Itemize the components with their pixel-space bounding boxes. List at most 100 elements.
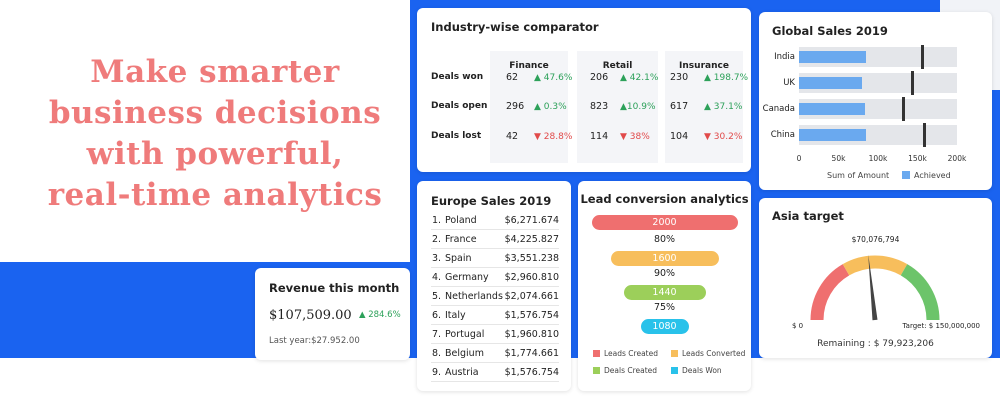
remaining-text: Remaining : $ 79,923,206 bbox=[817, 339, 934, 349]
list-item: 7. Portugal $1,960.810 bbox=[431, 325, 559, 344]
column-background bbox=[577, 51, 658, 163]
legend-label: Deals Created bbox=[604, 366, 658, 375]
row-label: Deals open bbox=[431, 101, 488, 111]
asia-target-card: Asia target $70,076,794 $ 0 Target: $ 15… bbox=[759, 198, 992, 358]
legend-item: Deals Created bbox=[593, 366, 657, 375]
metric-change: ▲ 0.3% bbox=[534, 102, 567, 112]
europe-sales-card: Europe Sales 2019 1. Poland $6,271.674 2. Fr… bbox=[417, 181, 571, 391]
rank: 1. bbox=[432, 215, 442, 226]
list-item: 4. Germany $2,960.810 bbox=[431, 268, 559, 287]
card-title: Europe Sales 2019 bbox=[431, 194, 552, 208]
country-name: Austria bbox=[445, 367, 479, 378]
column-header-finance: Finance bbox=[509, 61, 549, 71]
metric-value: 230 bbox=[670, 72, 689, 83]
metric-change: ▲ 42.1% bbox=[620, 73, 659, 83]
metric-change: ▼ 30.2% bbox=[704, 132, 743, 142]
x-tick-label: 100k bbox=[868, 154, 888, 163]
legend-item: Deals Won bbox=[671, 366, 722, 375]
bar-target-marker bbox=[923, 123, 926, 147]
legend-swatch bbox=[593, 367, 600, 374]
revenue-amount: $107,509.00 bbox=[269, 308, 352, 323]
country-name: France bbox=[445, 234, 477, 245]
gauge-chart bbox=[810, 254, 940, 321]
country-name: Portugal bbox=[445, 329, 485, 340]
legend-swatch bbox=[671, 367, 678, 374]
rank: 7. bbox=[432, 329, 442, 340]
conversion-rate: 75% bbox=[653, 302, 676, 313]
rank: 6. bbox=[432, 310, 442, 321]
headline-line: Make smarter bbox=[90, 54, 340, 90]
x-tick-label: 200k bbox=[947, 154, 967, 163]
hero-area bbox=[0, 0, 410, 262]
last-year-revenue: Last year:$27.952.00 bbox=[269, 336, 360, 346]
headline-line: business decisions bbox=[48, 95, 382, 131]
metric-change: ▼ 28.8% bbox=[534, 132, 573, 142]
conversion-rate: 90% bbox=[653, 268, 676, 279]
country-name: Poland bbox=[445, 215, 477, 226]
bar-achieved bbox=[799, 129, 867, 141]
list-item: 2. France $4,225.827 bbox=[431, 230, 559, 249]
bar-row: India bbox=[759, 45, 992, 69]
metric-value: 823 bbox=[590, 101, 609, 112]
metric-value: 114 bbox=[590, 131, 609, 142]
row-label: Deals lost bbox=[431, 131, 482, 141]
funnel-stage: 1080 bbox=[640, 319, 689, 334]
gauge-segment-high bbox=[900, 264, 940, 321]
column-header-insurance: Insurance bbox=[679, 61, 729, 71]
bar-category-label: UK bbox=[783, 78, 795, 88]
row-label: Deals won bbox=[431, 72, 484, 82]
sales-amount: $2,960.810 bbox=[504, 272, 559, 283]
rank: 4. bbox=[432, 272, 442, 283]
metric-value: 206 bbox=[590, 72, 609, 83]
legend-swatch bbox=[593, 350, 600, 357]
gauge-value-label: $70,076,794 bbox=[851, 235, 900, 244]
metric-change: ▲ 47.6% bbox=[534, 73, 573, 83]
sales-amount: $4,225.827 bbox=[504, 234, 559, 245]
metric-change: ▲10.9% bbox=[620, 102, 656, 112]
revenue-change: ▲ 284.6% bbox=[359, 310, 401, 320]
metric-change: ▲ 37.1% bbox=[704, 102, 743, 112]
bar-target-marker bbox=[901, 97, 905, 121]
column-background bbox=[490, 51, 568, 163]
bar-target-marker bbox=[921, 45, 925, 69]
country-name: Italy bbox=[445, 310, 466, 321]
gauge-segment-low bbox=[810, 264, 850, 321]
list-item: 9. Austria $1,576.754 bbox=[431, 363, 559, 382]
card-title: Asia target bbox=[772, 209, 844, 223]
rank: 3. bbox=[432, 253, 442, 264]
funnel-stage: 2000 bbox=[591, 215, 738, 230]
legend-swatch bbox=[902, 171, 910, 179]
industry-comparator-card: Industry-wise comparator Finance Retail … bbox=[417, 8, 751, 172]
gauge-min-label: $ 0 bbox=[792, 322, 804, 330]
column-background bbox=[665, 51, 743, 163]
list-item: 3. Spain $3,551.238 bbox=[431, 249, 559, 268]
sales-amount: $1,576.754 bbox=[504, 367, 559, 378]
headline-line: real-time analytics bbox=[47, 177, 383, 213]
headline-line: with powerful, bbox=[86, 136, 344, 172]
list-item: 6. Italy $1,576.754 bbox=[431, 306, 559, 325]
column-header-retail: Retail bbox=[602, 61, 633, 71]
bar-category-label: China bbox=[770, 130, 795, 140]
x-axis-label: Sum of Amount bbox=[827, 171, 890, 180]
metric-change: ▼ 38% bbox=[620, 132, 650, 142]
list-item: 5. Netherlands $2,074.661 bbox=[431, 287, 559, 306]
legend-label: Leads Converted bbox=[682, 349, 746, 358]
country-name: Germany bbox=[445, 272, 489, 283]
legend-achieved: Achieved bbox=[902, 171, 951, 180]
country-name: Netherlands bbox=[445, 291, 503, 302]
metric-change: ▲ 198.7% bbox=[704, 73, 749, 83]
metric-value: 62 bbox=[506, 72, 519, 83]
rank: 8. bbox=[432, 348, 442, 359]
legend-label: Leads Created bbox=[604, 349, 658, 358]
metric-value: 104 bbox=[670, 131, 689, 142]
lead-conversion-card: Lead conversion analytics 2000 1600 1440 10… bbox=[578, 181, 751, 391]
sales-amount: $1,774.661 bbox=[504, 348, 559, 359]
sales-amount: $2,074.661 bbox=[504, 291, 559, 302]
metric-value: 617 bbox=[670, 101, 689, 112]
x-tick-label: 0 bbox=[796, 154, 802, 163]
conversion-rate: 80% bbox=[653, 234, 676, 245]
bar-row: China bbox=[759, 123, 992, 147]
gauge-needle bbox=[868, 254, 878, 321]
sales-amount: $1,960.810 bbox=[504, 329, 559, 340]
rank: 5. bbox=[432, 291, 442, 302]
